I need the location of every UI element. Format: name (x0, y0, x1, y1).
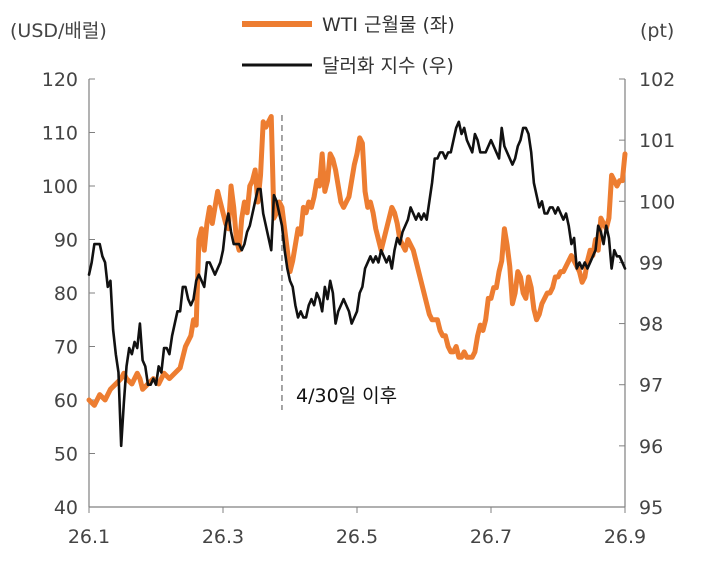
plot-area (86, 113, 628, 448)
right-tick-label: 101 (639, 130, 675, 152)
left-tick-label: 120 (42, 69, 78, 91)
legend: WTI 근월물 (좌) 달러화 지수 (우) (242, 14, 455, 77)
series-line-wti (86, 113, 628, 408)
left-tick-label: 80 (54, 283, 78, 305)
right-axis-unit: (pt) (640, 20, 674, 42)
right-tick-label: 95 (639, 497, 663, 519)
left-axis-unit: (USD/배럴) (10, 20, 107, 42)
left-tick-label: 110 (42, 123, 78, 145)
x-axis-ticks: 26.1 26.3 26.5 26.7 26.9 (68, 507, 646, 548)
right-tick-label: 99 (639, 252, 663, 274)
x-tick-label: 26.7 (470, 526, 512, 548)
left-tick-label: 60 (54, 390, 78, 412)
x-tick-label: 26.3 (202, 526, 244, 548)
right-tick-label: 96 (639, 436, 663, 458)
right-tick-label: 97 (639, 375, 663, 397)
x-tick-label: 26.1 (68, 526, 110, 548)
right-tick-label: 102 (639, 69, 675, 91)
right-axis-ticks: 95 96 97 98 99 100 101 102 (619, 69, 675, 519)
annotation-label: 4/30일 이후 (296, 385, 397, 407)
left-axis-ticks: 40 50 60 70 80 90 100 110 120 (42, 69, 95, 519)
series-line-dollar-index (87, 120, 627, 448)
x-tick-label: 26.9 (604, 526, 646, 548)
legend-label-dxy: 달러화 지수 (우) (322, 55, 454, 77)
legend-label-wti: WTI 근월물 (좌) (322, 14, 455, 36)
x-tick-label: 26.5 (336, 526, 378, 548)
right-tick-label: 98 (639, 314, 663, 336)
left-tick-label: 70 (54, 337, 78, 359)
left-tick-label: 90 (54, 230, 78, 252)
right-tick-label: 100 (639, 191, 675, 213)
annotation: 4/30일 이후 (296, 385, 397, 407)
left-tick-label: 50 (54, 444, 78, 466)
left-tick-label: 100 (42, 176, 78, 198)
left-tick-label: 40 (54, 497, 78, 519)
